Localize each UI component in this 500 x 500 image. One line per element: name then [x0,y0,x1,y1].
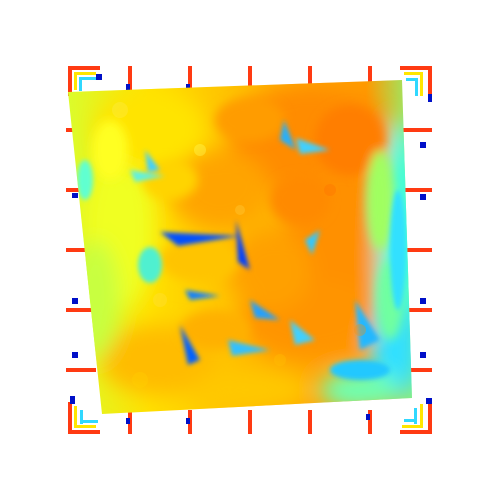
heatmap-surface [68,80,412,414]
registration-markers [66,66,432,434]
corner-marker-top-left [68,66,102,96]
corner-marker-bottom-left [68,396,100,434]
texture-overlay [112,102,366,388]
bottom-edge-ticks [126,410,372,434]
corner-marker-bottom-right [400,398,432,434]
corner-marker-top-right [400,66,432,102]
right-edge-ticks [402,128,432,372]
